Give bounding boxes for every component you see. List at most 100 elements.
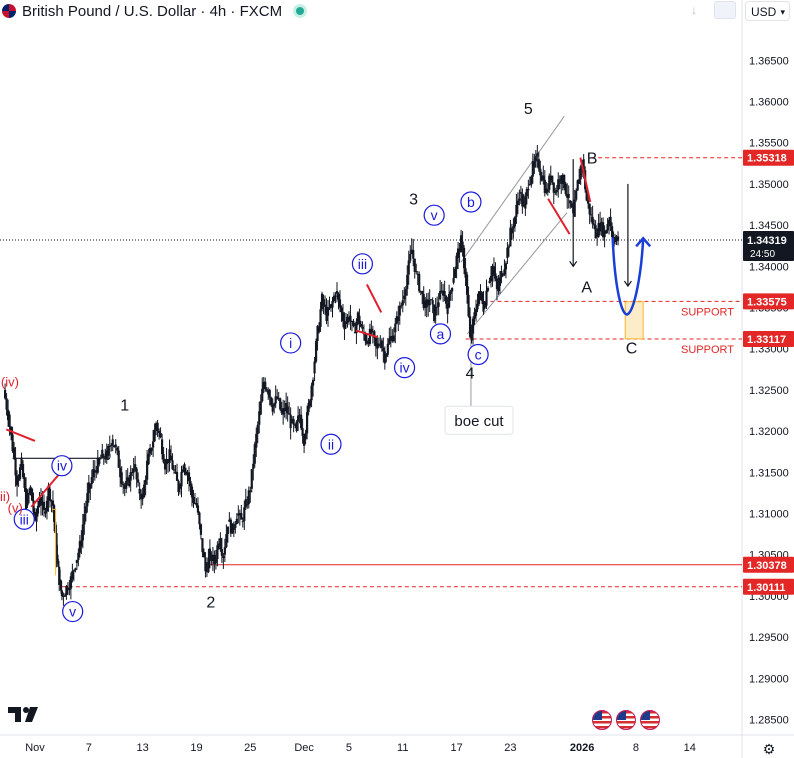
candle-body [59, 579, 62, 581]
wave-label-C: C [626, 341, 638, 358]
candle-body [566, 194, 569, 198]
candle-body [338, 299, 342, 308]
candle-body [400, 305, 403, 307]
candle-body [436, 306, 439, 308]
candle-body [615, 236, 618, 241]
candle-body [114, 444, 117, 448]
candle-body [337, 293, 340, 300]
chart-header: British Pound / U.S. Dollar · 4h · FXCM … [0, 0, 742, 22]
gear-icon[interactable]: ⚙ [762, 741, 776, 757]
candle-body [53, 505, 56, 523]
candle-body [235, 518, 238, 525]
price-level-tag [743, 578, 794, 595]
candle-body [268, 389, 271, 398]
candle-body [551, 175, 554, 183]
candle-body [198, 512, 201, 525]
us-flag-icon[interactable] [592, 710, 612, 730]
candle-body [50, 500, 53, 502]
candle-body [371, 331, 374, 333]
candle-body [80, 540, 83, 547]
candle-body [486, 287, 490, 291]
symbol-title[interactable]: British Pound / U.S. Dollar · 4h · FXCM [22, 2, 283, 20]
candle-body [343, 321, 346, 330]
candle-body [464, 268, 467, 278]
candle-body [223, 547, 226, 555]
wave-circle [460, 191, 482, 213]
candle-body [55, 532, 58, 560]
candle-body [539, 168, 542, 176]
candle-body [374, 337, 377, 347]
candle-body [247, 490, 250, 505]
down-arrow-icon[interactable]: ↓ [691, 3, 697, 17]
candle-body [195, 503, 198, 506]
wave-label-i: i [289, 335, 292, 351]
bar-countdown-label: 24:50 [750, 249, 775, 260]
snapshot-button[interactable] [714, 1, 736, 19]
candle-body [434, 306, 437, 316]
wave-labels: 12345ABCiviiiviiiiiiivvabc(iv)(v)iii)boe… [0, 101, 638, 623]
candle-body [314, 341, 318, 362]
candle-body [172, 469, 176, 471]
candle-body [58, 566, 61, 585]
candle-body [99, 458, 102, 460]
us-flag-icon[interactable] [616, 710, 636, 730]
candle-body [587, 200, 590, 204]
time-axis[interactable]: Nov 7 13 19 25 Dec 5 11 17 23 2026 8 14 [25, 742, 696, 754]
candle-body [216, 545, 219, 560]
y-tick-label: 1.32000 [749, 426, 789, 438]
candle-body [122, 484, 125, 486]
candle-body [542, 175, 545, 180]
candle-body [311, 379, 315, 386]
candle-body [258, 411, 261, 425]
candle-body [494, 273, 497, 279]
candle-body [533, 161, 536, 168]
candle-body [446, 303, 449, 314]
wave-label-b: b [467, 194, 475, 210]
currency-selector[interactable]: USD ▾ [745, 1, 790, 21]
candle-body [591, 216, 594, 225]
channel-lower-line [466, 212, 568, 335]
x-tick-label: 11 [397, 742, 408, 754]
candle-body [273, 403, 276, 407]
tradingview-logo[interactable] [8, 705, 42, 728]
candle-body [23, 477, 26, 488]
candle-body [249, 490, 252, 493]
candle-body [564, 183, 567, 195]
price-level-tag-label: 1.33575 [747, 296, 787, 308]
target-zone [624, 301, 644, 340]
candle-body [83, 514, 86, 525]
y-tick-label: 1.31000 [749, 509, 789, 521]
candle-body [370, 328, 373, 333]
candle-body [252, 463, 255, 470]
candle-body [17, 479, 20, 481]
candle-body [125, 480, 128, 489]
candle-body [479, 291, 482, 293]
price-level-tag-label: 1.35318 [747, 153, 787, 165]
candle-body [246, 504, 249, 506]
trend-channel [460, 116, 568, 410]
candle-body [102, 455, 105, 458]
candle-body [140, 493, 143, 500]
candle-body [250, 469, 253, 489]
candle-body [474, 309, 478, 316]
candle-body [506, 247, 509, 259]
candle-body [597, 223, 600, 237]
candle-body [291, 419, 294, 423]
candle-body [341, 312, 345, 322]
candle-body [20, 457, 23, 468]
price-axis[interactable]: 1.36500 1.36000 1.35500 1.35000 1.34500 1.340… [743, 55, 794, 727]
candle-body [500, 271, 503, 278]
candle-body [451, 287, 454, 292]
candle-body [128, 477, 131, 486]
candle-body [575, 190, 578, 200]
candle-body [458, 248, 461, 253]
candle-body [56, 554, 59, 561]
candle-body [480, 292, 484, 301]
candle-body [349, 315, 352, 322]
candle-body [358, 315, 361, 325]
us-flag-icon[interactable] [640, 710, 660, 730]
candle-body [204, 557, 207, 572]
candle-body [449, 291, 452, 294]
candle-body [98, 458, 101, 465]
